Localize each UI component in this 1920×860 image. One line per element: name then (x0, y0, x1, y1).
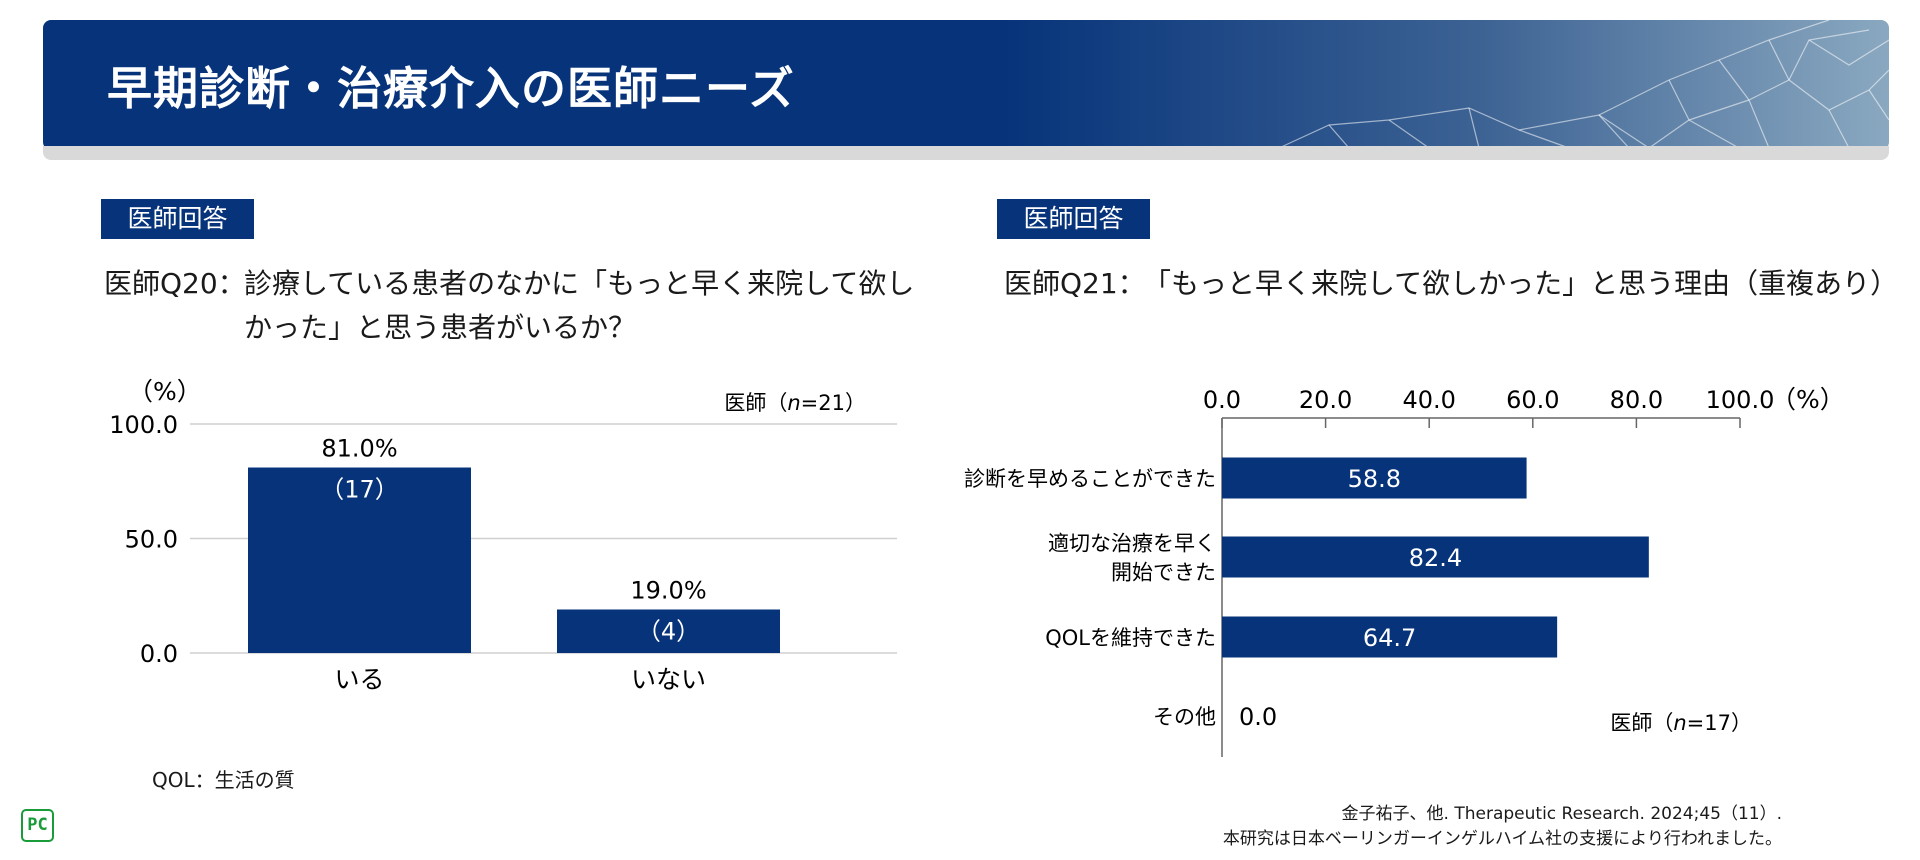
left-answer-tag: 医師回答 (101, 199, 254, 239)
header-banner: 早期診断・治療介入の医師ニーズ (43, 20, 1889, 150)
bar (1222, 457, 1527, 499)
x-tick-label: 80.0 (1610, 386, 1663, 414)
bar-count-label: （4） (637, 617, 700, 645)
bar-value-label: 58.8 (1348, 465, 1401, 493)
x-category-label: いる (334, 665, 384, 694)
bar (248, 467, 471, 653)
left-question-prefix: 医師Q20： (104, 267, 246, 300)
left-bar-chart: 0.0 50.0 100.0 （%） 医師（n=21） 81.0% （17） いる 19.0% （… (109, 377, 897, 694)
right-hbar-chart: 0.0 20.0 40.0 60.0 80.0 100.0（%） 58.8 診断を早めることが… (964, 385, 1845, 757)
pc-logo: PC (21, 809, 54, 842)
bar-value-label: 82.4 (1409, 544, 1462, 572)
left-question-line2: かった」と思う患者がいるか？ (244, 311, 637, 344)
y-category-label: その他 (1153, 705, 1216, 729)
sponsor-note: 本研究は日本ベーリンガーインゲルハイム社の支援により行われました。 (1222, 829, 1782, 849)
bar-value-label: 19.0% (630, 576, 706, 604)
x-tick-label: 20.0 (1299, 386, 1352, 414)
y-category-label: 適切な治療を早く開始できた (1048, 532, 1216, 585)
right-question-prefix: 医師Q21： (1004, 267, 1146, 300)
left-question: 医師Q20： 診療している患者のなかに「もっと早く来院して欲し かった」と思う患… (104, 262, 944, 352)
x-tick-label: 100.0 (1706, 386, 1775, 414)
right-question: 医師Q21： 「もっと早く来院して欲しかった」と思う理由（重複あり） (1004, 262, 1898, 312)
x-category-label: いない (631, 665, 706, 694)
x-tick-label: 40.0 (1402, 386, 1455, 414)
banner-network-pattern (1278, 20, 1889, 149)
bar-value-label: 64.7 (1363, 624, 1416, 652)
y-category-label: QOLを維持できた (1045, 626, 1216, 650)
sample-size-label: 医師（n=17） (1610, 711, 1752, 735)
y-tick-label: 100.0 (109, 411, 178, 439)
y-tick-label: 0.0 (140, 640, 178, 668)
sample-size-label: 医師（n=21） (724, 391, 866, 415)
header-banner-shadow (43, 146, 1889, 160)
qol-footnote: QOL：生活の質 (152, 768, 295, 792)
y-tick-label: 50.0 (125, 526, 178, 554)
bar-count-label: （17） (320, 476, 399, 504)
bar (557, 609, 780, 653)
right-question-line1: 「もっと早く来院して欲しかった」と思う理由（重複あり） (1143, 267, 1899, 300)
bar (1222, 536, 1649, 578)
bar-value-label: 81.0% (321, 435, 397, 463)
left-question-line1: 診療している患者のなかに「もっと早く来院して欲し (244, 267, 915, 300)
source-citation: 金子祐子、他. Therapeutic Research. 2024;45（11… (1341, 804, 1782, 824)
x-axis-unit: （%） (1771, 385, 1845, 414)
y-category-label: 診断を早めることができた (964, 467, 1216, 491)
x-tick-label: 60.0 (1506, 386, 1559, 414)
right-answer-tag: 医師回答 (997, 199, 1150, 239)
bar (1222, 616, 1558, 658)
bar-value-label: 0.0 (1239, 703, 1277, 731)
y-axis-unit: （%） (128, 377, 202, 406)
x-tick-label: 0.0 (1203, 386, 1241, 414)
page-title: 早期診断・治療介入の医師ニーズ (107, 62, 795, 115)
